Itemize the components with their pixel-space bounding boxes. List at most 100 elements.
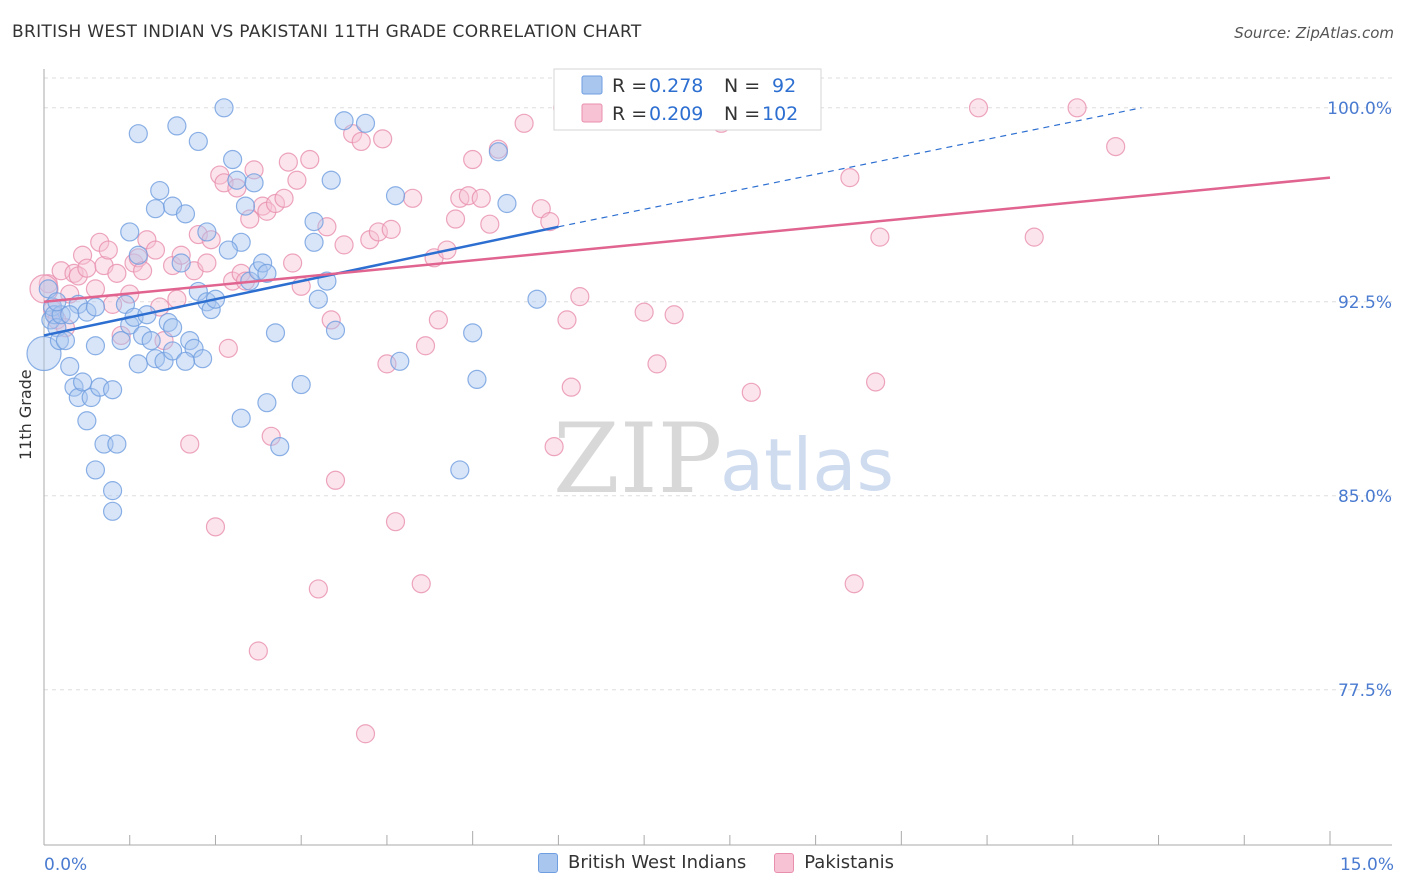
data-point [244,173,264,193]
data-point [274,188,294,208]
y-tick-label: 77.5% [1338,681,1392,701]
data-point [235,196,256,216]
legend-r-label: R = [612,103,647,125]
data-point [557,310,577,330]
data-point [60,356,80,377]
data-point [128,245,148,265]
data-point [488,142,508,162]
data-point [180,434,200,454]
data-point [325,320,346,340]
data-point [334,111,354,131]
trend-line-british-west-indians [43,225,559,337]
watermark-atlas: atlas [720,423,894,507]
data-point [111,331,131,351]
data-point [634,302,654,322]
data-point [193,349,213,369]
y-tick-label: 100.0% [1327,99,1392,119]
data-point [145,240,166,260]
data-point [428,310,448,330]
data-point [385,512,406,532]
data-point [278,152,298,172]
data-point [205,517,226,537]
data-point [102,380,123,400]
data-point [840,168,860,188]
y-tick-label: 85.0% [1338,487,1392,507]
data-point [870,227,890,247]
data-point [107,263,127,283]
data-point [304,212,324,232]
data-point [497,193,517,214]
data-point [844,574,864,594]
data-point [664,305,684,325]
data-point [300,149,320,170]
data-point [544,437,564,457]
legend-item-pakistanis[interactable]: Pakistanis [774,852,894,873]
data-point [373,129,393,149]
legend-swatch-blue [581,75,603,95]
axes [43,69,1392,846]
data-point [381,219,401,239]
legend-r-value: 0.278 [649,75,703,97]
data-point [334,235,354,255]
legend-swatch-blue [538,852,558,873]
data-point [171,253,191,273]
x-tick-label: 0.0% [44,855,87,875]
data-point [351,131,371,152]
data-point [107,434,127,454]
data-point [308,289,328,309]
legend-r-label: R = [612,75,647,97]
legend-r-value: 0.209 [649,103,703,125]
data-point [390,351,410,371]
data-point [132,261,153,281]
data-point [227,170,247,190]
data-point [321,170,341,190]
bottom-legend: British West Indians Pakistanis [538,852,922,873]
y-tick-label: 92.5% [1338,293,1392,313]
data-point [150,180,170,201]
data-point [527,289,547,309]
data-point [355,724,376,744]
legend-n-label: N = [724,75,760,97]
data-point [163,318,183,338]
data-point [197,222,217,242]
data-point [304,232,324,252]
data-point [321,310,341,330]
data-point [145,199,166,219]
data-point [175,351,196,371]
data-point [1024,227,1044,247]
data-point [317,217,337,237]
data-point [265,323,286,343]
data-point [218,240,238,260]
data-point [257,263,277,283]
data-point [741,382,761,402]
data-point [197,253,217,273]
data-point [102,501,123,521]
data-point [1106,137,1126,157]
legend-label: Pakistanis [804,852,895,873]
data-point [85,297,106,317]
data-point [570,287,590,307]
data-point [283,253,303,273]
data-point [355,113,376,133]
data-point [128,354,148,374]
data-point [253,253,273,273]
data-point [385,186,406,206]
data-point [308,579,328,599]
data-point [403,188,423,208]
data-point [270,437,290,457]
data-point [55,331,76,351]
data-point [167,116,187,136]
data-point [463,149,483,170]
data-point [287,170,307,190]
legend-item-british-west-indians[interactable]: British West Indians [538,852,746,873]
trend-line-pakistanis [43,176,1331,304]
data-point [163,341,183,361]
data-point [214,98,234,118]
data-point [77,411,97,431]
data-point [227,178,247,198]
data-point [26,335,62,372]
data-point [415,336,436,356]
data-point [968,98,989,118]
data-point [411,574,431,594]
